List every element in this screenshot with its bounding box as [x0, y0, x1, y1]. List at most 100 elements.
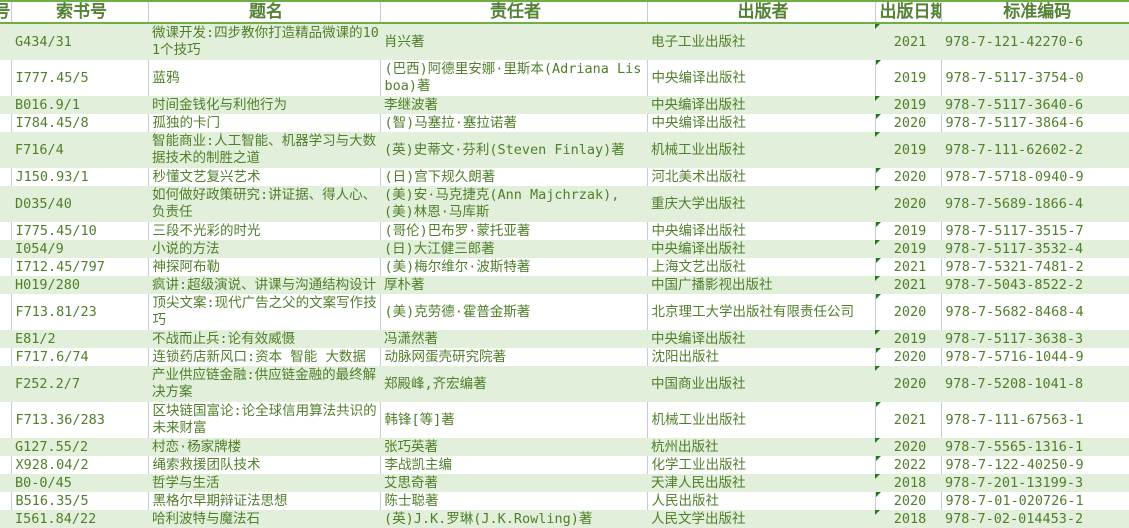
- cell-year[interactable]: 2020: [875, 438, 941, 456]
- cell-year[interactable]: 2020: [874, 114, 941, 132]
- cell-publisher[interactable]: 人民出版社: [646, 492, 875, 510]
- cell-year[interactable]: 2018: [875, 510, 941, 528]
- cell-call[interactable]: I561.84/22: [11, 510, 148, 528]
- cell-title[interactable]: 连锁药店新风口:资本 智能 大数据: [147, 348, 380, 366]
- cell-title[interactable]: 不战而止兵:论有效威慑: [148, 330, 380, 348]
- cell-call[interactable]: F713.36/283: [10, 402, 148, 438]
- cell-author[interactable]: 张巧英著: [380, 438, 647, 456]
- cell-isbn[interactable]: 978-7-122-40250-9: [940, 456, 1129, 474]
- cell-author[interactable]: 肖兴著: [380, 23, 647, 60]
- cell-call[interactable]: I712.45/797: [10, 258, 148, 276]
- cell-isbn[interactable]: 978-7-111-67563-1: [940, 402, 1129, 438]
- cell-isbn[interactable]: 978-7-5718-0940-9: [940, 168, 1129, 186]
- cell-year[interactable]: 2020: [874, 492, 941, 510]
- cell-title[interactable]: 秒懂文艺复兴艺术: [147, 168, 380, 186]
- cell-author[interactable]: (巴西)阿德里安娜·里斯本(Adriana Lisboa)著: [379, 60, 647, 96]
- cell-publisher[interactable]: 北京理工大学出版社有限责任公司: [646, 294, 875, 330]
- cell-year[interactable]: 2020: [874, 348, 941, 366]
- cell-year[interactable]: 2019: [874, 60, 941, 96]
- cell-author[interactable]: 韩锋[等]著: [379, 402, 647, 438]
- cell-call[interactable]: B016.9/1: [11, 96, 148, 114]
- cell-publisher[interactable]: 机械工业出版社: [646, 402, 875, 438]
- cell-call[interactable]: D035/40: [11, 186, 148, 222]
- cell-author[interactable]: 艾思奇著: [380, 474, 647, 492]
- cell-title[interactable]: 哈利波特与魔法石: [148, 510, 380, 528]
- cell-year[interactable]: 2021: [874, 402, 941, 438]
- col-header-title[interactable]: 题名: [147, 0, 380, 24]
- cell-title[interactable]: 三段不光彩的时光: [147, 222, 380, 240]
- row-cell-empty[interactable]: [0, 186, 11, 222]
- cell-year[interactable]: 2019: [874, 222, 941, 240]
- cell-isbn[interactable]: 978-7-111-62602-2: [941, 132, 1129, 168]
- cell-title[interactable]: 时间金钱化与利他行为: [148, 96, 380, 114]
- cell-year[interactable]: 2020: [874, 168, 941, 186]
- cell-publisher[interactable]: 化学工业出版社: [646, 456, 875, 474]
- cell-year[interactable]: 2020: [874, 294, 941, 330]
- row-cell-empty[interactable]: [0, 96, 11, 114]
- cell-title[interactable]: 哲学与生活: [148, 474, 380, 492]
- cell-title[interactable]: 绳索救援团队技术: [147, 456, 380, 474]
- cell-publisher[interactable]: 电子工业出版社: [647, 23, 875, 60]
- cell-call[interactable]: B516.35/5: [10, 492, 148, 510]
- cell-author[interactable]: (智)马塞拉·塞拉诺著: [379, 114, 647, 132]
- cell-publisher[interactable]: 中央编译出版社: [646, 114, 875, 132]
- cell-title[interactable]: 神探阿布勒: [147, 258, 380, 276]
- cell-isbn[interactable]: 978-7-5043-8522-2: [941, 276, 1129, 294]
- cell-call[interactable]: G127.55/2: [11, 438, 148, 456]
- cell-call[interactable]: G434/31: [11, 23, 148, 60]
- cell-publisher[interactable]: 河北美术出版社: [646, 168, 875, 186]
- cell-author[interactable]: (美)克劳德·霍普金斯著: [379, 294, 647, 330]
- cell-title[interactable]: 智能商业:人工智能、机器学习与大数据技术的制胜之道: [148, 132, 380, 168]
- cell-call[interactable]: B0-0/45: [11, 474, 148, 492]
- cell-year[interactable]: 2018: [875, 474, 941, 492]
- cell-call[interactable]: F713.81/23: [10, 294, 148, 330]
- cell-isbn[interactable]: 978-7-5321-7481-2: [940, 258, 1129, 276]
- cell-call[interactable]: I777.45/5: [10, 60, 148, 96]
- cell-year[interactable]: 2019: [875, 240, 941, 258]
- cell-title[interactable]: 区块链国富论:论全球信用算法共识的未来财富: [147, 402, 380, 438]
- cell-isbn[interactable]: 978-7-02-014453-2: [941, 510, 1129, 528]
- cell-author[interactable]: (英)J.K.罗琳(J.K.Rowling)著: [380, 510, 647, 528]
- row-cell-empty[interactable]: [0, 240, 11, 258]
- cell-author[interactable]: 冯潇然著: [380, 330, 647, 348]
- cell-author[interactable]: 厚朴著: [380, 276, 647, 294]
- col-header-date[interactable]: 出版日期: [874, 0, 941, 24]
- cell-author[interactable]: (哥伦)巴布罗·蒙托亚著: [379, 222, 647, 240]
- cell-publisher[interactable]: 中央编译出版社: [647, 330, 875, 348]
- cell-year[interactable]: 2021: [875, 276, 941, 294]
- row-cell-empty[interactable]: [0, 114, 11, 132]
- cell-author[interactable]: 李战凯主编: [379, 456, 647, 474]
- cell-call[interactable]: F252.2/7: [11, 366, 148, 402]
- cell-author[interactable]: 郑殿峰,齐宏编著: [380, 366, 647, 402]
- cell-year[interactable]: 2020: [875, 366, 941, 402]
- cell-call[interactable]: X928.04/2: [10, 456, 148, 474]
- col-header-call-number[interactable]: 索书号: [10, 0, 148, 24]
- cell-publisher[interactable]: 沈阳出版社: [646, 348, 875, 366]
- col-header-isbn[interactable]: 标准编码: [940, 0, 1129, 24]
- cell-author[interactable]: (日)大江健三郎著: [380, 240, 647, 258]
- cell-call[interactable]: I775.45/10: [10, 222, 148, 240]
- cell-isbn[interactable]: 978-7-5689-1866-4: [941, 186, 1129, 222]
- cell-title[interactable]: 黑格尔早期辩证法思想: [147, 492, 380, 510]
- cell-year[interactable]: 2019: [875, 330, 941, 348]
- cell-call[interactable]: I784.45/8: [10, 114, 148, 132]
- row-cell-empty[interactable]: [0, 474, 11, 492]
- cell-title[interactable]: 村恋·杨家牌楼: [148, 438, 380, 456]
- cell-author[interactable]: (日)宫下规久朗著: [379, 168, 647, 186]
- col-header-number[interactable]: 号: [0, 0, 11, 24]
- row-cell-empty[interactable]: [0, 438, 11, 456]
- row-cell-empty[interactable]: [0, 168, 11, 186]
- cell-isbn[interactable]: 978-7-01-020726-1: [940, 492, 1129, 510]
- cell-isbn[interactable]: 978-7-5208-1041-8: [941, 366, 1129, 402]
- row-cell-empty[interactable]: [0, 276, 11, 294]
- cell-title[interactable]: 蓝鸦: [147, 60, 380, 96]
- row-cell-empty[interactable]: [0, 132, 11, 168]
- row-cell-empty[interactable]: [0, 366, 11, 402]
- cell-publisher[interactable]: 中央编译出版社: [647, 96, 875, 114]
- cell-isbn[interactable]: 978-7-5117-3754-0: [940, 60, 1129, 96]
- cell-call[interactable]: J150.93/1: [10, 168, 148, 186]
- row-cell-empty[interactable]: [0, 330, 11, 348]
- cell-call[interactable]: F717.6/74: [10, 348, 148, 366]
- cell-author[interactable]: (美)安·马克捷克(Ann Majchrzak),(美)林恩·马库斯: [380, 186, 647, 222]
- cell-isbn[interactable]: 978-7-5682-8468-4: [940, 294, 1129, 330]
